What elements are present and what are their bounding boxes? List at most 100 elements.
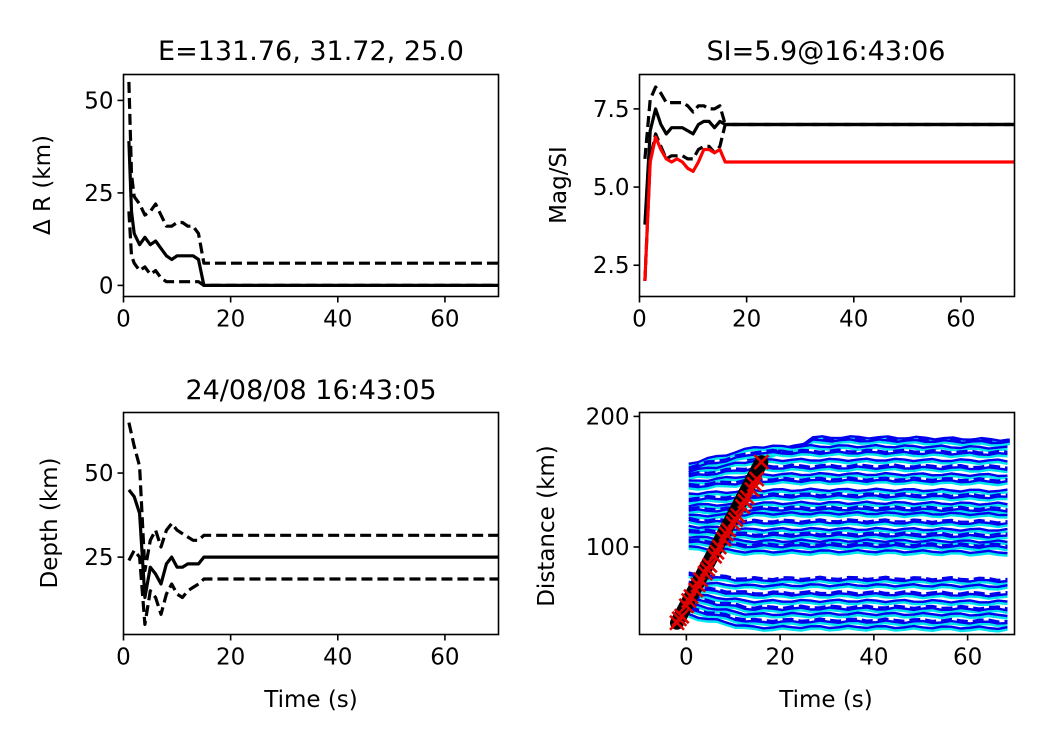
trace-cyan bbox=[688, 532, 1008, 542]
x-tick-label: 40 bbox=[859, 645, 888, 671]
delta-r-plot bbox=[127, 81, 499, 287]
trace-blue bbox=[688, 511, 1008, 518]
series-line bbox=[127, 488, 499, 600]
y-tick-label: 25 bbox=[84, 181, 113, 207]
depth-title: 24/08/08 16:43:05 bbox=[185, 375, 436, 406]
x-tick-label: 60 bbox=[946, 307, 975, 333]
depth-xlabel: Time (s) bbox=[263, 687, 358, 713]
pick-marker bbox=[671, 610, 688, 627]
mag-si-plot bbox=[643, 85, 1015, 281]
trace-blue-dashed bbox=[688, 586, 1008, 596]
trace-cyan bbox=[688, 526, 1008, 535]
x-tick-label: 60 bbox=[430, 307, 459, 333]
trace-blue bbox=[688, 573, 1008, 584]
depth-ticks: 0 20 40 60 25 50 bbox=[84, 461, 459, 670]
x-tick-label: 20 bbox=[765, 645, 794, 671]
distance-plot bbox=[669, 435, 1011, 633]
series-line bbox=[127, 141, 499, 287]
mag-si-frame bbox=[638, 73, 1016, 298]
mag-si-ylabel: Mag/SI bbox=[546, 146, 572, 224]
trace-blue-dashed bbox=[747, 436, 1010, 459]
pick-marker bbox=[753, 454, 770, 471]
trace-blue bbox=[688, 545, 1008, 555]
trace-cyan bbox=[688, 615, 1008, 633]
depth-ylabel: Depth (km) bbox=[37, 457, 63, 588]
y-tick-label: 100 bbox=[586, 535, 630, 561]
x-tick-label: 0 bbox=[116, 645, 131, 671]
x-tick-label: 20 bbox=[732, 307, 761, 333]
x-tick-label: 20 bbox=[216, 645, 245, 671]
depth-plot bbox=[127, 422, 499, 627]
distance-frame bbox=[638, 411, 1016, 636]
depth-frame bbox=[122, 411, 500, 636]
y-tick-label: 7.5 bbox=[593, 97, 630, 123]
x-tick-label: 40 bbox=[323, 307, 352, 333]
pick-marker bbox=[680, 592, 697, 609]
series-line bbox=[127, 211, 499, 287]
y-tick-label: 0 bbox=[99, 273, 114, 299]
x-tick-label: 20 bbox=[216, 307, 245, 333]
pick-marker bbox=[746, 476, 763, 493]
trace-cyan bbox=[688, 596, 1008, 607]
trace-cyan bbox=[688, 459, 1008, 476]
pick-marker bbox=[690, 576, 707, 593]
trace-blue bbox=[688, 580, 1008, 589]
trace-blue bbox=[688, 598, 1008, 612]
trace-cyan bbox=[688, 600, 1008, 615]
distance-ticks: 0 20 40 60 100 200 bbox=[586, 404, 983, 670]
trace-blue bbox=[688, 443, 1008, 465]
series-line bbox=[643, 122, 1015, 281]
trace-blue-dashed bbox=[688, 448, 1008, 469]
trace-blue bbox=[688, 607, 1008, 625]
trace-cyan bbox=[688, 575, 1008, 586]
trace-blue bbox=[688, 593, 1008, 604]
trace-blue-dashed bbox=[688, 463, 1008, 476]
trace-cyan bbox=[688, 452, 1008, 474]
trace-cyan bbox=[688, 609, 1008, 628]
delta-r-title: E=131.76, 31.72, 25.0 bbox=[158, 36, 464, 67]
trace-cyan bbox=[688, 547, 1008, 557]
trace-blue bbox=[688, 530, 1008, 539]
pick-marker bbox=[737, 493, 753, 510]
x-tick-label: 0 bbox=[679, 645, 694, 671]
trace-blue bbox=[688, 602, 1008, 618]
y-tick-label: 2.5 bbox=[593, 253, 630, 279]
trace-blue-dashed bbox=[688, 571, 1008, 582]
trace-blue bbox=[688, 478, 1008, 489]
trace-blue bbox=[688, 450, 1008, 471]
trace-blue bbox=[688, 540, 1008, 550]
delta-r-ticks: 0 20 40 60 0 25 50 bbox=[84, 88, 459, 332]
trace-blue bbox=[688, 612, 1008, 631]
trace-cyan bbox=[688, 474, 1008, 485]
y-tick-label: 5.0 bbox=[593, 175, 630, 201]
y-tick-label: 50 bbox=[84, 88, 113, 114]
trace-cyan bbox=[688, 467, 1008, 480]
y-tick-label: 200 bbox=[586, 404, 630, 430]
trace-blue bbox=[688, 465, 1008, 478]
pick-marker bbox=[708, 544, 725, 561]
series-line bbox=[643, 85, 1015, 160]
series-line bbox=[643, 107, 1015, 225]
pick-marker bbox=[727, 511, 744, 528]
distance-ylabel: Distance (km) bbox=[534, 445, 560, 607]
trace-cyan bbox=[688, 605, 1008, 620]
x-tick-label: 40 bbox=[323, 645, 352, 671]
y-tick-label: 25 bbox=[84, 545, 113, 571]
x-tick-label: 60 bbox=[953, 645, 982, 671]
pick-marker bbox=[718, 526, 735, 542]
delta-r-panel: E=131.76, 31.72, 25.0 Δ R (km) 0 20 40 60 0 2… bbox=[30, 36, 500, 333]
depth-panel: 24/08/08 16:43:05 Depth (km) Time (s) 0 2… bbox=[37, 375, 500, 713]
trace-blue bbox=[688, 457, 1008, 474]
x-tick-label: 0 bbox=[116, 307, 131, 333]
trace-cyan bbox=[688, 446, 1008, 468]
trace-blue-dashed bbox=[688, 605, 1008, 623]
y-tick-label: 50 bbox=[84, 461, 113, 487]
trace-blue-dashed bbox=[688, 528, 1008, 537]
mag-si-ticks: 0 20 40 60 2.5 5.0 7.5 bbox=[593, 97, 976, 333]
trace-cyan bbox=[688, 542, 1008, 552]
series-line bbox=[127, 548, 499, 627]
mag-si-title: SI=5.9@16:43:06 bbox=[707, 36, 946, 67]
trace-blue bbox=[688, 588, 1008, 598]
trace-cyan bbox=[688, 590, 1008, 600]
